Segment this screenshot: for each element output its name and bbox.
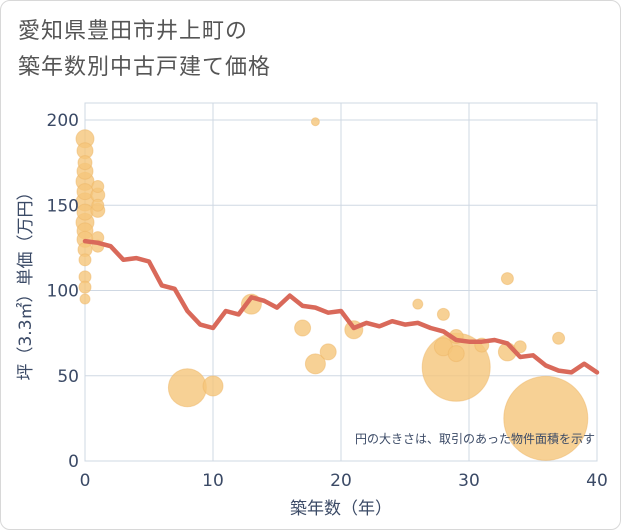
bubble-point bbox=[91, 198, 105, 212]
x-tick-label: 0 bbox=[80, 471, 91, 491]
y-tick-label: 200 bbox=[47, 111, 79, 131]
axis-ticks: 0 10 20 30 40 0 50 100 150 200 bbox=[47, 111, 608, 491]
chart-title: 愛知県豊田市井上町の 築年数別中古戸建て価格 bbox=[18, 14, 271, 86]
chart-title-line-2: 築年数別中古戸建て価格 bbox=[18, 55, 272, 80]
y-tick-label: 100 bbox=[47, 282, 79, 302]
bubble-point bbox=[167, 368, 207, 408]
bubble-point bbox=[78, 280, 92, 294]
chart-title-line-1: 愛知県豊田市井上町の bbox=[18, 19, 249, 44]
bubble-point bbox=[310, 117, 320, 127]
bubble-point bbox=[77, 155, 93, 171]
bubble-point bbox=[78, 253, 92, 267]
bubble-point bbox=[436, 307, 450, 321]
bubble-point bbox=[76, 183, 94, 201]
x-tick-label: 40 bbox=[586, 471, 608, 491]
bubble-point bbox=[552, 331, 566, 345]
y-tick-label: 50 bbox=[57, 367, 79, 387]
bubble-point bbox=[319, 343, 337, 361]
x-tick-label: 10 bbox=[202, 471, 224, 491]
y-tick-label: 0 bbox=[68, 452, 79, 472]
bubble-point bbox=[294, 319, 312, 337]
bubble-series bbox=[75, 117, 589, 461]
bubble-point bbox=[202, 375, 224, 397]
x-axis-label: 築年数（年） bbox=[290, 499, 392, 519]
bubble-point bbox=[503, 375, 589, 461]
bubble-point bbox=[79, 293, 91, 305]
bubble-point bbox=[500, 272, 514, 286]
bubble-point bbox=[304, 353, 326, 375]
bubble-point bbox=[412, 298, 424, 310]
x-tick-label: 30 bbox=[458, 471, 480, 491]
bubble-size-note: 円の大きさは、取引のあった物件面積を示す bbox=[355, 431, 595, 446]
x-tick-label: 20 bbox=[330, 471, 352, 491]
trend-line bbox=[82, 238, 600, 375]
bubble-point bbox=[447, 345, 465, 363]
bubble-point bbox=[513, 340, 527, 354]
bubble-point bbox=[91, 180, 105, 194]
y-axis-label: 坪（3.3㎡）単価（万円） bbox=[16, 183, 36, 380]
y-tick-label: 150 bbox=[47, 196, 79, 216]
